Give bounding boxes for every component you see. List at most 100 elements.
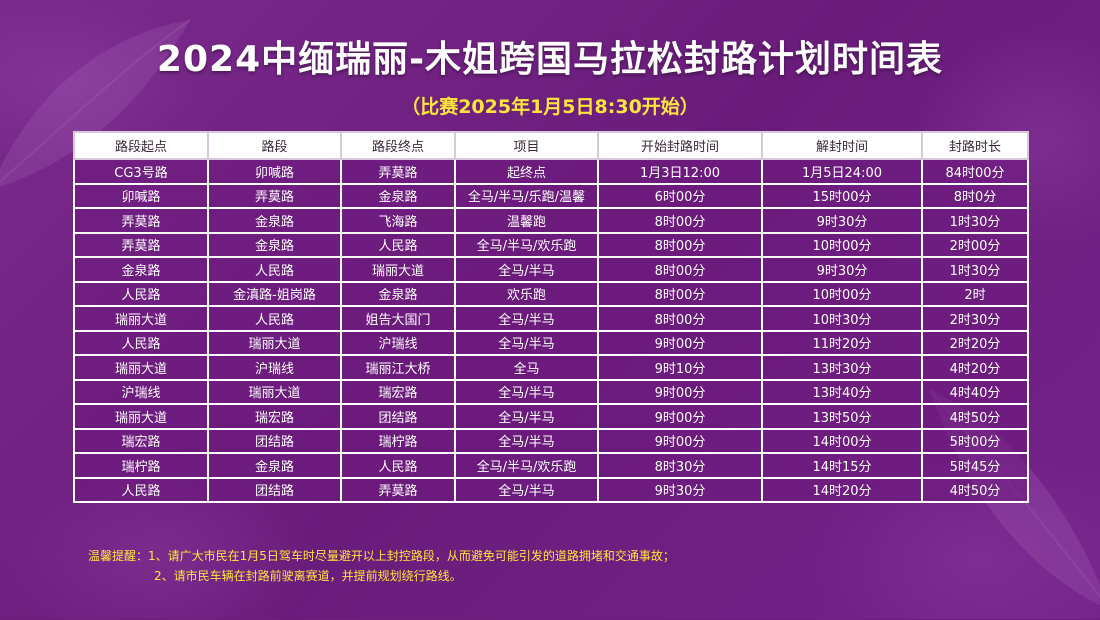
- page-title: 2024中缅瑞丽-木姐跨国马拉松封路计划时间表: [156, 39, 944, 80]
- cell-reopen-time: 9时30分: [761, 256, 923, 283]
- reminder-notes: 温馨提醒：1、请广大市民在1月5日驾车时尽量避开以上封控路段，从而避免可能引发的…: [88, 546, 675, 586]
- cell-segment: 团结路: [207, 476, 342, 503]
- cell-reopen-time: 14时00分: [761, 427, 923, 454]
- cell-duration: 2时: [921, 280, 1029, 307]
- cell-reopen-time: 14时15分: [761, 452, 923, 479]
- leaf-decoration-left-icon: [0, 19, 191, 187]
- cell-segment: 金泉路: [207, 207, 342, 234]
- cell-segment: 金泉路: [207, 231, 342, 258]
- cell-start: 人民路: [73, 280, 209, 307]
- cell-event: 全马/半马: [454, 403, 599, 430]
- cell-duration: 8时0分: [921, 182, 1029, 209]
- table-row: 弄莫路 金泉路 飞海路 温馨跑 8时00分 9时30分 1时30分: [73, 207, 1029, 234]
- cell-reopen-time: 13时50分: [761, 403, 923, 430]
- cell-segment: 瑞宏路: [207, 403, 342, 430]
- table-row: 人民路 团结路 弄莫路 全马/半马 9时30分 14时20分 4时50分: [73, 476, 1029, 503]
- cell-start: CG3号路: [73, 158, 209, 185]
- cell-start: 人民路: [73, 476, 209, 503]
- cell-start: 瑞柠路: [73, 452, 209, 479]
- cell-duration: 2时20分: [921, 329, 1029, 356]
- table-row: 沪瑞线 瑞丽大道 瑞宏路 全马/半马 9时00分 13时40分 4时40分: [73, 378, 1029, 405]
- cell-reopen-time: 10时30分: [761, 305, 923, 332]
- cell-start: 人民路: [73, 329, 209, 356]
- cell-event: 全马/半马: [454, 476, 599, 503]
- table-row: 瑞柠路 金泉路 人民路 全马/半马/欢乐跑 8时30分 14时15分 5时45分: [73, 452, 1029, 479]
- cell-end: 瑞宏路: [340, 378, 456, 405]
- page-subtitle: （比赛2025年1月5日8:30开始）: [401, 96, 699, 118]
- cell-duration: 4时50分: [921, 403, 1029, 430]
- cell-close-time: 8时00分: [597, 207, 763, 234]
- header-end: 路段终点: [340, 131, 456, 160]
- cell-end: 人民路: [340, 452, 456, 479]
- cell-close-time: 8时00分: [597, 280, 763, 307]
- table-header-row: 路段起点 路段 路段终点 项目 开始封路时间 解封时间 封路时长: [73, 131, 1029, 160]
- cell-event: 全马/半马: [454, 305, 599, 332]
- table-row: 瑞丽大道 人民路 姐告大国门 全马/半马 8时00分 10时30分 2时30分: [73, 305, 1029, 332]
- cell-end: 飞海路: [340, 207, 456, 234]
- cell-event: 全马/半马/欢乐跑: [454, 231, 599, 258]
- header-close-time: 开始封路时间: [597, 131, 763, 160]
- cell-close-time: 9时00分: [597, 329, 763, 356]
- table-row: 卯喊路 弄莫路 金泉路 全马/半马/乐跑/温馨 6时00分 15时00分 8时0分: [73, 182, 1029, 209]
- cell-start: 瑞丽大道: [73, 354, 209, 381]
- header-start: 路段起点: [73, 131, 209, 160]
- cell-segment: 人民路: [207, 305, 342, 332]
- cell-start: 卯喊路: [73, 182, 209, 209]
- cell-start: 瑞丽大道: [73, 305, 209, 332]
- cell-close-time: 9时00分: [597, 427, 763, 454]
- cell-duration: 5时00分: [921, 427, 1029, 454]
- cell-end: 沪瑞线: [340, 329, 456, 356]
- cell-close-time: 8时30分: [597, 452, 763, 479]
- table-row: 金泉路 人民路 瑞丽大道 全马/半马 8时00分 9时30分 1时30分: [73, 256, 1029, 283]
- cell-end: 金泉路: [340, 182, 456, 209]
- cell-close-time: 8时00分: [597, 256, 763, 283]
- cell-segment: 瑞丽大道: [207, 378, 342, 405]
- reminder-line-2: 2、请市民车辆在封路前驶离赛道，并提前规划绕行路线。: [154, 569, 462, 583]
- cell-end: 瑞丽大道: [340, 256, 456, 283]
- cell-segment: 弄莫路: [207, 182, 342, 209]
- cell-event: 全马/半马/乐跑/温馨: [454, 182, 599, 209]
- cell-end: 姐告大国门: [340, 305, 456, 332]
- cell-duration: 4时20分: [921, 354, 1029, 381]
- cell-segment: 团结路: [207, 427, 342, 454]
- cell-reopen-time: 10时00分: [761, 280, 923, 307]
- table-row: 瑞宏路 团结路 瑞柠路 全马/半马 9时00分 14时00分 5时00分: [73, 427, 1029, 454]
- cell-start: 瑞丽大道: [73, 403, 209, 430]
- cell-reopen-time: 9时30分: [761, 207, 923, 234]
- cell-event: 欢乐跑: [454, 280, 599, 307]
- cell-end: 瑞丽江大桥: [340, 354, 456, 381]
- cell-event: 全马: [454, 354, 599, 381]
- cell-close-time: 6时00分: [597, 182, 763, 209]
- cell-start: 瑞宏路: [73, 427, 209, 454]
- cell-end: 弄莫路: [340, 158, 456, 185]
- cell-duration: 4时50分: [921, 476, 1029, 503]
- cell-event: 全马/半马: [454, 329, 599, 356]
- cell-segment: 金泉路: [207, 452, 342, 479]
- cell-close-time: 9时10分: [597, 354, 763, 381]
- table-row: 人民路 金滇路-姐岗路 金泉路 欢乐跑 8时00分 10时00分 2时: [73, 280, 1029, 307]
- cell-close-time: 9时00分: [597, 378, 763, 405]
- table-row: 弄莫路 金泉路 人民路 全马/半马/欢乐跑 8时00分 10时00分 2时00分: [73, 231, 1029, 258]
- cell-reopen-time: 15时00分: [761, 182, 923, 209]
- road-closure-table: 路段起点 路段 路段终点 项目 开始封路时间 解封时间 封路时长 CG3号路 卯喊…: [73, 131, 1029, 503]
- reminder-line-1: 温馨提醒：1、请广大市民在1月5日驾车时尽量避开以上封控路段，从而避免可能引发的…: [88, 549, 675, 563]
- cell-segment: 人民路: [207, 256, 342, 283]
- cell-start: 弄莫路: [73, 231, 209, 258]
- cell-reopen-time: 11时20分: [761, 329, 923, 356]
- cell-close-time: 8时00分: [597, 305, 763, 332]
- cell-start: 沪瑞线: [73, 378, 209, 405]
- cell-duration: 4时40分: [921, 378, 1029, 405]
- cell-close-time: 8时00分: [597, 231, 763, 258]
- cell-end: 团结路: [340, 403, 456, 430]
- cell-close-time: 9时00分: [597, 403, 763, 430]
- cell-duration: 1时30分: [921, 256, 1029, 283]
- cell-event: 全马/半马: [454, 427, 599, 454]
- cell-event: 全马/半马: [454, 256, 599, 283]
- cell-segment: 金滇路-姐岗路: [207, 280, 342, 307]
- table-row: 人民路 瑞丽大道 沪瑞线 全马/半马 9时00分 11时20分 2时20分: [73, 329, 1029, 356]
- cell-end: 金泉路: [340, 280, 456, 307]
- cell-reopen-time: 1月5日24:00: [761, 158, 923, 185]
- cell-end: 人民路: [340, 231, 456, 258]
- cell-event: 全马/半马/欢乐跑: [454, 452, 599, 479]
- cell-event: 全马/半马: [454, 378, 599, 405]
